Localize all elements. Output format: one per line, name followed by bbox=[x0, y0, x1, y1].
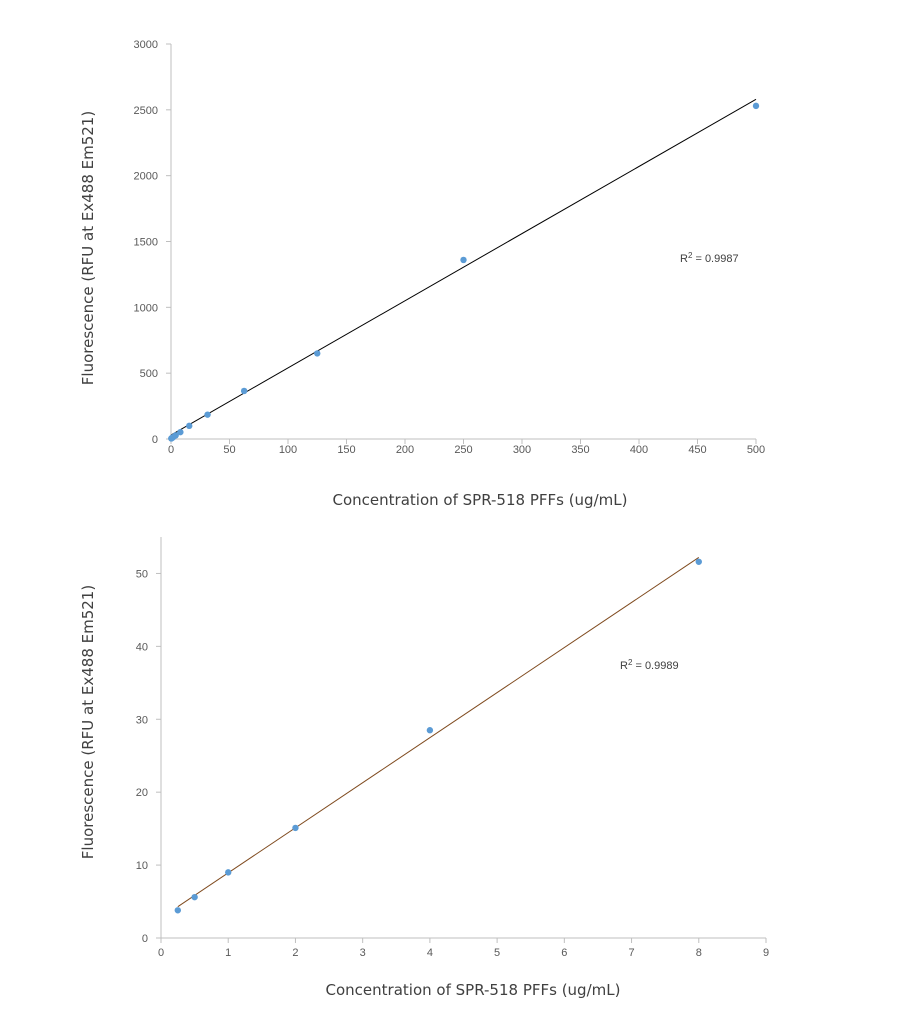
chart-top-x-ticks: 0 50 100 150 200 250 300 350 400 450 500 bbox=[168, 439, 765, 456]
chart-bottom-y-tick-label: 20 bbox=[136, 787, 148, 799]
chart-bottom-trendline bbox=[177, 556, 700, 908]
chart-top-data-point bbox=[172, 432, 179, 439]
chart-top-axes bbox=[170, 44, 756, 440]
chart-bottom-points bbox=[174, 558, 702, 914]
chart-bottom-x-tick-label: 5 bbox=[494, 947, 500, 959]
chart-bottom-x-tick-label: 4 bbox=[427, 947, 433, 959]
chart-top-y-tick-label: 2500 bbox=[134, 105, 158, 117]
chart-top-x-tick-label: 250 bbox=[454, 444, 472, 456]
chart-bottom-x-tick-label: 7 bbox=[628, 947, 634, 959]
chart-bottom-data-point bbox=[426, 727, 434, 734]
chart-bottom-x-tick-label: 3 bbox=[360, 947, 366, 959]
chart-bottom-x-ticks: 0 1 2 3 4 5 6 7 8 9 bbox=[158, 938, 769, 959]
chart-bottom-r2-sup: 2 bbox=[628, 658, 633, 667]
chart-bottom-x-tick-label: 9 bbox=[763, 947, 769, 959]
chart-top-y-tick-label: 1000 bbox=[134, 302, 158, 314]
chart-top-x-axis-title: Concentration of SPR-518 PFFs (ug/mL) bbox=[333, 491, 628, 509]
chart-top-x-tick-label: 200 bbox=[396, 444, 414, 456]
chart-bottom-data-point bbox=[174, 907, 182, 914]
chart-top-y-tick-label: 500 bbox=[140, 368, 158, 380]
chart-top-x-tick-label: 500 bbox=[747, 444, 765, 456]
chart-top-points bbox=[168, 102, 760, 442]
chart-top-y-tick-label: 0 bbox=[152, 434, 158, 446]
chart-top-x-tick-label: 0 bbox=[168, 444, 174, 456]
chart-bottom-x-tick-label: 0 bbox=[158, 947, 164, 959]
chart-top-x-tick-label: 300 bbox=[513, 444, 531, 456]
chart-bottom-trendline-group bbox=[177, 556, 700, 908]
chart-bottom-x-tick-label: 1 bbox=[225, 947, 231, 959]
chart-top-data-point bbox=[186, 422, 193, 430]
chart-top-y-tick-label: 2000 bbox=[134, 171, 158, 183]
chart-bottom-y-tick-label: 40 bbox=[136, 641, 148, 653]
chart-bottom-y-axis-title: Fluorescence (RFU at Ex488 Em521) bbox=[79, 585, 97, 859]
chart-top-x-tick-label: 100 bbox=[279, 444, 297, 456]
chart-top-r2-value: = 0.9987 bbox=[692, 253, 738, 265]
chart-top-r2-annotation: R2 = 0.9987 bbox=[680, 251, 739, 265]
chart-bottom-r2-value: = 0.9989 bbox=[632, 660, 678, 672]
chart-bottom-y-ticks: 0 10 20 30 40 50 bbox=[136, 568, 161, 945]
chart-bottom-r2-annotation: R2 = 0.9989 bbox=[620, 658, 679, 672]
chart-top-data-point bbox=[460, 256, 467, 264]
chart-top-y-ticks: 0 500 1000 1500 2000 2500 3000 bbox=[134, 39, 171, 446]
chart-bottom-y-tick-label: 30 bbox=[136, 714, 148, 726]
chart-top-r2-sup: 2 bbox=[688, 251, 693, 260]
chart-top-y-axis-title: Fluorescence (RFU at Ex488 Em521) bbox=[79, 111, 97, 385]
chart-bottom-x-tick-label: 2 bbox=[292, 947, 298, 959]
chart-top-data-point bbox=[314, 350, 321, 357]
chart-bottom-data-point bbox=[292, 824, 299, 832]
chart-top-trendline-group bbox=[170, 98, 757, 436]
chart-bottom-y-tick-label: 0 bbox=[142, 933, 148, 945]
chart-top-data-point bbox=[752, 102, 760, 110]
chart-top-x-tick-label: 150 bbox=[337, 444, 355, 456]
chart-bottom-data-point bbox=[225, 869, 232, 876]
chart-top-y-tick-label: 3000 bbox=[134, 39, 158, 51]
chart-bottom-y-tick-label: 10 bbox=[136, 860, 148, 872]
chart-bottom-axes bbox=[160, 537, 766, 939]
chart-top: 0 50 100 150 200 250 300 350 400 450 500 0 500 1000 1… bbox=[79, 39, 765, 509]
chart-bottom-y-tick-label: 50 bbox=[136, 568, 148, 580]
chart-bottom-data-point bbox=[695, 558, 702, 565]
chart-top-x-tick-label: 50 bbox=[223, 444, 235, 456]
chart-bottom-x-axis-title: Concentration of SPR-518 PFFs (ug/mL) bbox=[326, 981, 621, 999]
chart-bottom-r2-prefix: R bbox=[620, 660, 628, 672]
chart-top-data-point bbox=[177, 428, 184, 436]
chart-top-x-tick-label: 400 bbox=[630, 444, 648, 456]
chart-top-x-tick-label: 450 bbox=[688, 444, 706, 456]
chart-top-data-point bbox=[240, 387, 248, 395]
chart-top-data-point bbox=[204, 411, 211, 418]
chart-top-trendline bbox=[170, 98, 757, 436]
chart-top-y-tick-label: 1500 bbox=[134, 237, 158, 249]
chart-bottom-x-tick-label: 8 bbox=[696, 947, 702, 959]
chart-top-x-tick-label: 350 bbox=[571, 444, 589, 456]
chart-bottom-data-point bbox=[191, 893, 198, 901]
chart-bottom: 0 1 2 3 4 5 6 7 8 9 0 10 20 30 40 50 Concentration of … bbox=[79, 537, 769, 999]
chart-top-r2-prefix: R bbox=[680, 253, 688, 265]
chart-bottom-x-tick-label: 6 bbox=[561, 947, 567, 959]
